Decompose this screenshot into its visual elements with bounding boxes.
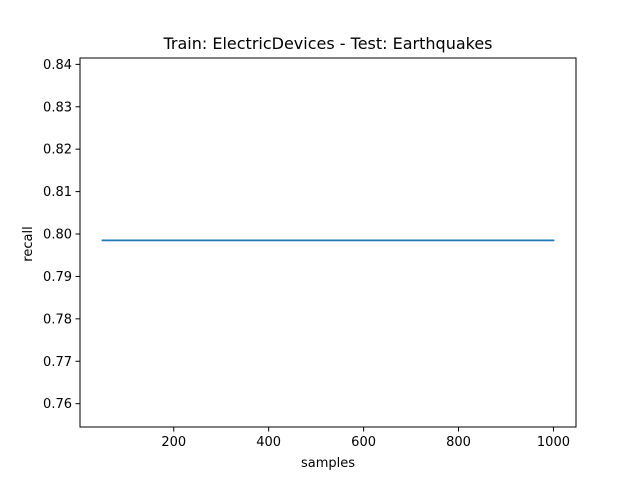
- y-axis-label: recall: [21, 226, 36, 261]
- y-tick-label: 0.80: [43, 228, 72, 243]
- x-axis-label: samples: [301, 456, 355, 471]
- y-tick-label: 0.81: [43, 185, 72, 200]
- x-tick-label: 1000: [537, 435, 570, 450]
- x-tick-label: 600: [351, 435, 376, 450]
- chart-title: Train: ElectricDevices - Test: Earthquak…: [162, 34, 492, 53]
- axes-frame: [79, 57, 577, 428]
- y-tick-label: 0.76: [43, 397, 72, 412]
- x-tick-label: 400: [256, 435, 281, 450]
- y-tick-label: 0.78: [43, 312, 72, 327]
- y-tick-label: 0.79: [43, 270, 72, 285]
- y-tick-label: 0.83: [43, 100, 72, 115]
- x-tick-label: 200: [161, 435, 186, 450]
- y-tick-label: 0.84: [43, 58, 72, 73]
- y-tick-label: 0.77: [43, 355, 72, 370]
- x-tick-label: 800: [446, 435, 471, 450]
- plot-area: 200 400 600 800 1000 0.76 0.77 0.78 0.79 0.80 0.81…: [43, 57, 577, 450]
- y-tick-label: 0.82: [43, 143, 72, 158]
